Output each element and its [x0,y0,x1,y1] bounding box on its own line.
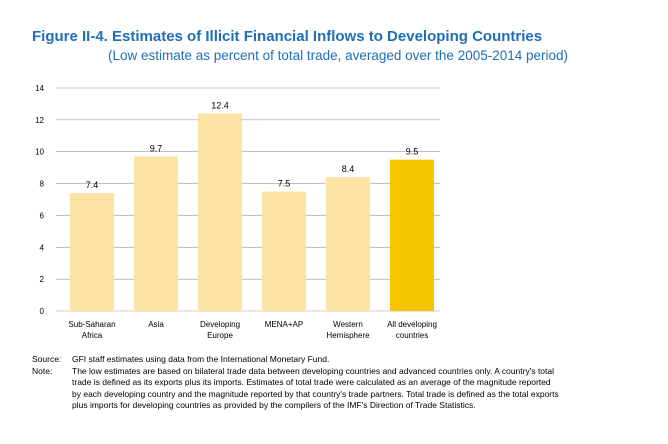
figure-title: Figure II-4. Estimates of Illicit Financ… [32,28,543,45]
x-tick-label: Europe [207,331,233,340]
x-tick-label: Asia [148,320,164,329]
bar [390,159,434,311]
data-label: 12.4 [211,100,229,110]
data-label: 8.4 [342,164,355,174]
note-line: by each developing country and the magni… [72,388,559,399]
y-tick-label: 8 [40,180,45,189]
x-tick-label: Sub-Saharan [68,320,115,329]
y-tick-label: 14 [35,84,44,93]
data-label: 9.7 [150,143,163,153]
bar [326,177,370,311]
y-tick-label: 4 [40,243,45,252]
figure-subtitle: (Low estimate as percent of total trade,… [108,48,569,63]
bar [198,113,242,311]
bar [70,193,114,311]
note-row: Note: The low estimates are based on bil… [32,366,642,412]
x-tick-label: Africa [82,331,103,340]
x-tick-label: MENA+AP [265,320,303,329]
note-line: trade is defined as its exports plus its… [72,377,551,387]
x-tick-label: Hemisphere [326,331,370,340]
note-label: Note: [32,365,53,376]
data-label: 7.4 [86,180,99,190]
x-tick-label: Developing [200,320,240,329]
y-tick-label: 0 [40,307,45,316]
bar [262,191,306,311]
x-tick-label: countries [396,331,428,340]
x-tick-label: Western [333,320,363,329]
y-tick-label: 2 [40,275,45,284]
data-label: 7.5 [278,179,291,189]
x-tick-label: All developing [387,320,437,329]
note-line: plus imports for developing countries as… [72,400,476,410]
bar [134,156,178,311]
source-label: Source: [32,354,62,364]
source-row: Source: GFI staff estimates using data f… [32,354,642,366]
y-tick-label: 10 [35,148,44,157]
note-line: The low estimates are based on bilateral… [72,365,555,376]
y-tick-label: 12 [35,116,44,125]
notes-block: Source: GFI staff estimates using data f… [32,354,642,412]
source-text: GFI staff estimates using data from the … [72,354,330,364]
data-label: 9.5 [406,147,419,157]
y-tick-label: 6 [40,211,45,220]
bar-chart: 0 2 4 6 8 10 12 14 7.4 Sub-Saharan Africa 9.7 Asia 12… [35,84,440,340]
